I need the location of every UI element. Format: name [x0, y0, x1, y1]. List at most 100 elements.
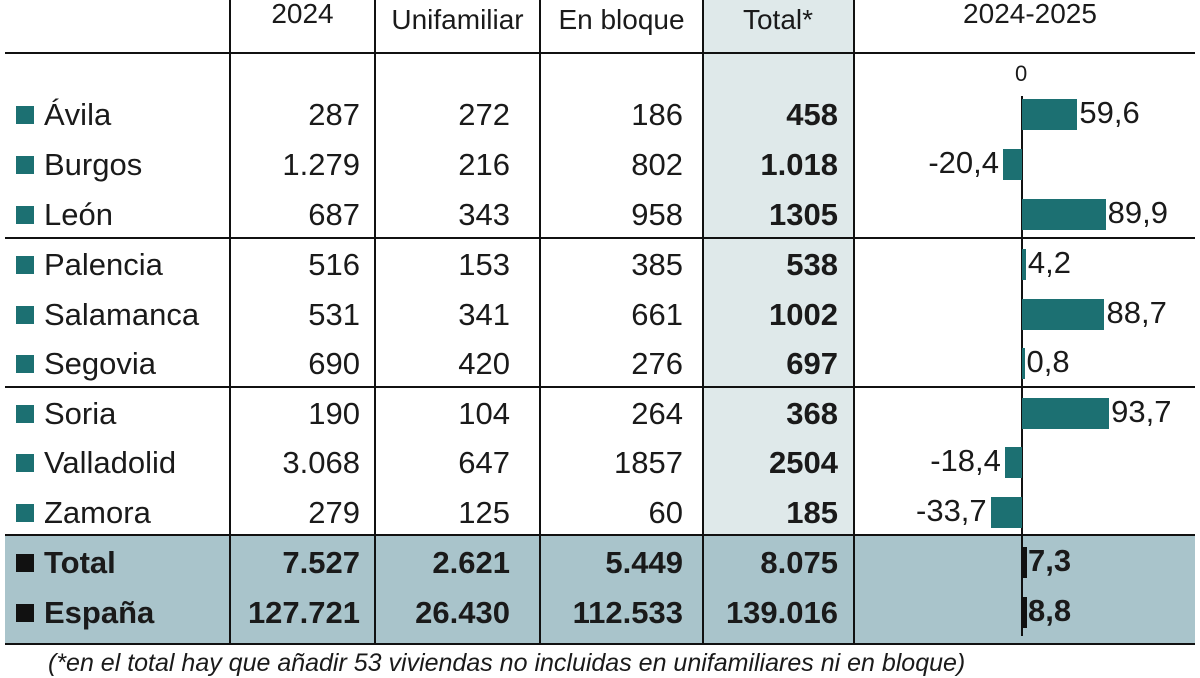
row-name: Soria	[16, 396, 116, 432]
row-label: Palencia	[44, 247, 163, 282]
value-2024: 7.527	[282, 545, 360, 580]
header-unifamiliar: Unifamiliar	[391, 4, 524, 35]
row-label: Segovia	[44, 346, 157, 381]
row-label: Valladolid	[44, 445, 177, 480]
value-unifamiliar: 420	[458, 346, 510, 381]
value-en-bloque: 186	[631, 97, 683, 132]
row-name: Valladolid	[16, 445, 176, 481]
variation-bar	[1003, 149, 1022, 180]
header-total: Total*	[742, 4, 814, 35]
table-row: Ávila 287 272 186 458	[0, 89, 1200, 139]
variation-label: 4,2	[1027, 245, 1071, 280]
square-marker-icon	[16, 206, 34, 224]
variation-label: 88,7	[1106, 295, 1167, 330]
value-en-bloque: 60	[648, 495, 683, 530]
table-row: Zamora 279 125 60 185	[0, 487, 1200, 537]
variation-bar	[1022, 597, 1027, 628]
group-rule	[5, 237, 1195, 239]
variation-bar	[1022, 299, 1105, 330]
value-total: 1002	[769, 297, 838, 332]
table-row: Palencia 516 153 385 538	[0, 239, 1200, 289]
square-marker-icon	[16, 306, 34, 324]
value-en-bloque: 1857	[614, 445, 683, 480]
value-en-bloque: 958	[631, 197, 683, 232]
variation-bar	[1004, 447, 1022, 478]
value-total: 697	[786, 346, 838, 381]
col-divider	[702, 0, 704, 644]
square-marker-icon	[16, 156, 34, 174]
variation-bar	[1022, 99, 1078, 130]
variation-label: 8,8	[1028, 593, 1072, 628]
value-2024: 690	[308, 346, 360, 381]
col-divider	[374, 0, 376, 644]
value-2024: 687	[308, 197, 360, 232]
value-en-bloque: 264	[631, 396, 683, 431]
variation-label: 89,9	[1107, 195, 1168, 230]
value-2024: 287	[308, 97, 360, 132]
table-header: 2024 Unifamiliar En bloque Total* 2024-2…	[0, 0, 1200, 52]
table-row: Soria 190 104 264 368	[0, 388, 1200, 438]
row-name: Burgos	[16, 147, 142, 183]
square-marker-icon	[16, 106, 34, 124]
value-unifamiliar: 216	[458, 147, 510, 182]
variation-label: -18,4	[930, 443, 1001, 478]
row-label: Burgos	[44, 147, 143, 182]
group-rule	[5, 534, 1195, 536]
col-divider	[539, 0, 541, 644]
header-rule	[5, 52, 1195, 54]
value-en-bloque: 276	[631, 346, 683, 381]
row-name: Salamanca	[16, 297, 199, 333]
table-row: León 687 343 958 1305	[0, 189, 1200, 239]
variation-bar	[1022, 199, 1106, 230]
header-2024: 2024	[271, 0, 334, 29]
summary-band	[5, 535, 1195, 644]
variation-bar	[990, 497, 1022, 528]
value-unifamiliar: 26.430	[415, 595, 510, 630]
square-marker-icon	[16, 355, 34, 373]
row-label: Salamanca	[44, 297, 200, 332]
row-label: Total	[44, 545, 116, 580]
total-column-highlight	[703, 0, 853, 535]
row-name: Palencia	[16, 247, 163, 283]
variation-bar	[1022, 547, 1027, 578]
square-marker-icon	[16, 554, 34, 572]
variation-label: 59,6	[1079, 95, 1140, 130]
square-marker-icon	[16, 405, 34, 423]
value-2024: 516	[308, 247, 360, 282]
group-rule	[5, 386, 1195, 388]
square-marker-icon	[16, 256, 34, 274]
value-total: 368	[786, 396, 838, 431]
row-label: Zamora	[44, 495, 151, 530]
header-variation: 2024-2025	[963, 0, 1097, 29]
zero-label: 0	[1015, 61, 1028, 86]
table-row: Valladolid 3.068 647 1857 2504	[0, 437, 1200, 487]
value-total: 8.075	[760, 545, 838, 580]
row-name: Zamora	[16, 495, 151, 531]
row-label: España	[44, 595, 155, 630]
value-unifamiliar: 104	[458, 396, 510, 431]
header-en-bloque: En bloque	[558, 4, 685, 35]
value-en-bloque: 802	[631, 147, 683, 182]
summary-row: Total 7.527 2.621 5.449 8.075	[0, 537, 1200, 587]
value-unifamiliar: 2.621	[432, 545, 510, 580]
row-name: León	[16, 197, 113, 233]
value-total: 1305	[769, 197, 838, 232]
value-2024: 531	[308, 297, 360, 332]
value-en-bloque: 5.449	[605, 545, 683, 580]
square-marker-icon	[16, 504, 34, 522]
variation-label: 7,3	[1028, 543, 1072, 578]
variation-bar	[1022, 249, 1026, 280]
value-total: 538	[786, 247, 838, 282]
col-divider	[853, 0, 855, 644]
value-total: 185	[786, 495, 838, 530]
variation-label: 93,7	[1111, 394, 1172, 429]
value-2024: 127.721	[247, 595, 360, 630]
row-name: España	[16, 595, 154, 631]
value-en-bloque: 112.533	[572, 595, 683, 630]
value-total: 1.018	[760, 147, 838, 182]
square-marker-icon	[16, 454, 34, 472]
variation-label: -20,4	[928, 145, 1000, 180]
value-2024: 279	[308, 495, 360, 530]
variation-bar	[1022, 398, 1110, 429]
value-unifamiliar: 125	[458, 495, 510, 530]
